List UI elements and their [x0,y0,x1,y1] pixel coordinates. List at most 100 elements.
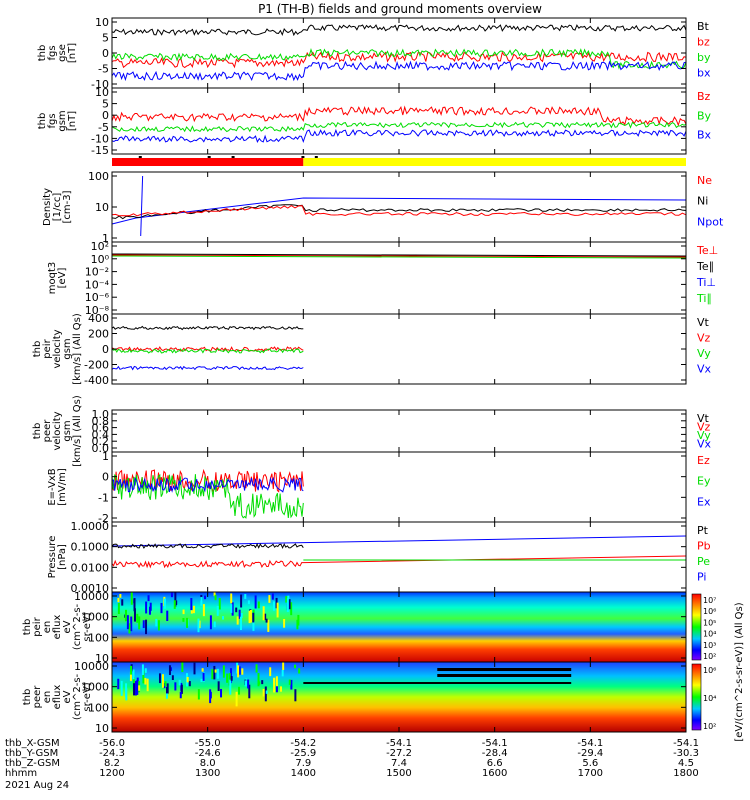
spectrogram-pixel [134,680,137,696]
mode-bar-tick [207,156,211,158]
trace-by-gsm [111,121,687,133]
spectrogram-pixel [237,665,240,678]
y-axis-label: [km/s] (All Qs) [72,395,83,467]
panel-frame [111,171,687,243]
y-tick-label: 100 [88,701,109,714]
y-tick-label: -400 [84,374,109,387]
spectrogram-pixel [163,682,166,689]
spectrogram-pixel [238,609,241,619]
y-tick-label: 0.6 [92,422,110,435]
y-axis-label: peir [32,616,43,636]
spectrogram-pixel [222,616,225,620]
spectrogram-pixel [157,620,160,631]
spectrogram-band [437,668,572,671]
y-tick-label: 400 [88,312,109,325]
spectrogram-pixel [133,599,136,604]
y-axis-label: eflux [52,615,63,640]
spectrogram-pixel [126,615,129,630]
spectrogram-pixel [171,675,174,681]
y-axis-label: peer [42,419,53,443]
spectrogram-pixel [145,601,148,614]
legend-entry: Bz [697,90,711,103]
y-axis-label: fgs [47,113,58,128]
panel-peer-spectrogram: 10⁶ 10⁴ 10² 10000 1000 100 10 thb peer en eflux eV(… [22,660,716,735]
ephemeris-value: -54.2 [290,738,316,749]
spectrogram-pixel [218,597,221,610]
legend-entry: Vy [697,429,711,442]
spectrogram-pixel [165,690,168,699]
spectrogram-pixel [288,679,291,685]
spectrogram-pixel [248,684,251,699]
y-tick-label: -10 [91,78,109,91]
y-axis-label: gse [57,44,68,62]
trace-vx [111,365,304,371]
y-tick-label: 10 [95,86,109,99]
spectrogram-pixel [213,621,216,628]
legend-entry: Ey [697,475,711,488]
spectrogram-pixel [230,668,233,684]
spectrogram-pixel [294,664,297,669]
spectrogram-pixel [275,597,278,609]
spectrogram-pixel [279,686,282,692]
spectrogram-pixel [255,664,258,673]
ephemeris-value: 1700 [578,768,603,779]
spectrogram-pixel [239,616,242,630]
legend-entry: by [697,51,711,64]
y-tick-label: 1 [102,450,109,463]
trace-vt [111,325,304,331]
legend-entry: Bt [697,20,710,33]
legend-entry: bz [697,36,710,49]
y-axis-label: fgs [47,45,58,60]
y-axis-label: peir [42,338,53,358]
spectrogram-pixel [166,610,169,621]
spectrogram-pixel [190,597,193,611]
colorbar-tick-label: 10⁴ [703,694,716,703]
trace-bz [111,51,687,69]
spectrogram-pixel [247,679,250,689]
ephemeris-value: 1800 [673,768,698,779]
y-tick-label: 100 [88,170,109,183]
legend-entry: Pb [697,540,711,553]
spectrogram-pixel [286,598,289,612]
y-tick-label: 200 [88,328,109,341]
panel-frame [111,241,687,315]
ephemeris-value: 8.0 [200,758,216,769]
y-axis-label: Density [42,188,53,226]
y-axis-label: velocity [52,329,63,368]
spectrogram-pixel [133,598,136,612]
colorbar-tick-label: 10² [703,722,716,731]
trace-bx [111,60,687,82]
y-tick-label: 0.0100 [71,561,110,574]
y-tick-label: 1.0000 [71,520,110,533]
ephemeris-value: -54.1 [673,738,699,749]
spectrogram-pixel [193,662,196,675]
date-label: 2021 Aug 24 [5,780,69,791]
spectrogram-pixel [155,618,158,627]
spectrogram-pixel [130,616,133,632]
y-tick-label: 1 [102,232,109,245]
y-axis-label: [nT] [67,43,78,63]
spectrogram-pixel [136,613,139,623]
legend-entry: bx [697,67,711,80]
ephemeris-value: 8.2 [104,758,120,769]
y-tick-label: 0.1000 [71,541,110,554]
mode-bar-tick [301,156,305,158]
ephemeris-value: 1500 [386,768,411,779]
spectrogram-pixel [182,609,185,615]
mode-bar-tick [231,156,235,158]
spectrogram-pixel [231,602,234,616]
ephemeris-value: 7.4 [391,758,407,769]
y-axis-label: peer [32,685,43,709]
spectrogram-pixel [133,683,136,696]
y-tick-label: -5 [98,121,109,134]
ephemeris-value: 1400 [291,768,316,779]
y-tick-label: -5 [98,63,109,76]
y-tick-label: 10⁻⁴ [85,278,110,291]
y-axis-label: thb [37,113,48,130]
ephemeris-value: -25.9 [290,748,316,759]
spectrogram-pixel [170,667,173,671]
spectrogram-pixel [170,592,173,598]
legend-entry: Pt [697,524,709,537]
